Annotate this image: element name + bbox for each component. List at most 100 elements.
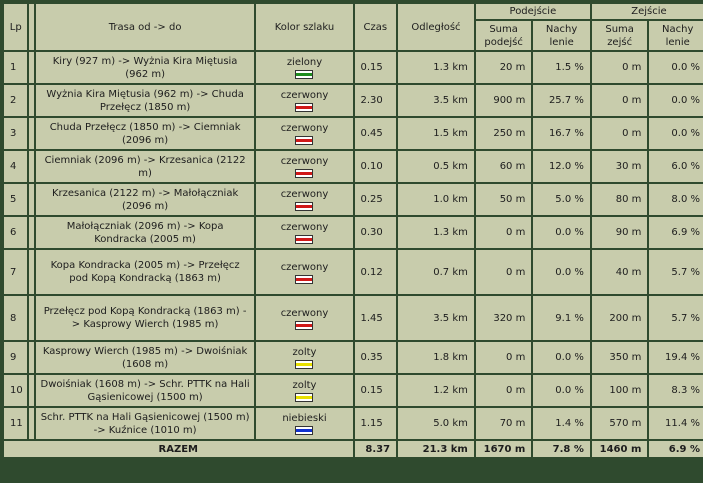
distance-cell: 1.5 km [398, 118, 474, 149]
ascent-cell: 0 m [475, 217, 532, 248]
descent-slope-cell: 0.0 % [649, 52, 703, 83]
trail-color-cell: czerwony [256, 296, 353, 340]
row-divider [29, 375, 34, 406]
route-cell: Kiry (927 m) -> Wyżnia Kira Miętusia (96… [35, 52, 255, 83]
ascent-cell: 0 m [475, 342, 532, 373]
ascent-slope-cell: 16.7 % [533, 118, 590, 149]
descent-cell: 0 m [591, 52, 648, 83]
ascent-cell: 20 m [475, 52, 532, 83]
trail-color-label: czerwony [280, 156, 329, 167]
distance-cell: 0.5 km [398, 151, 474, 182]
trail-color-label: zolty [292, 347, 317, 358]
header-time: Czas [354, 4, 397, 50]
time-cell: 0.25 [354, 184, 397, 215]
header-sum-descent: Suma zejść [591, 21, 648, 50]
trail-marker-icon [295, 426, 314, 435]
ascent-slope-cell: 9.1 % [533, 296, 590, 340]
ascent-cell: 50 m [475, 184, 532, 215]
descent-slope-cell: 8.0 % [649, 184, 703, 215]
route-table: Lp Trasa od -> do Kolor szlaku Czas Odle… [2, 2, 703, 459]
table-row: 11 Schr. PTTK na Hali Gąsienicowej (1500 … [4, 408, 703, 439]
trail-marker-icon [295, 393, 314, 402]
header-descent: Zejście [591, 4, 703, 19]
total-ascent: 1670 m [475, 441, 532, 457]
distance-cell: 5.0 km [398, 408, 474, 439]
header-route: Trasa od -> do [35, 4, 255, 50]
ascent-cell: 60 m [475, 151, 532, 182]
header-lp: Lp [4, 4, 28, 50]
header-descent-slope: Nachy lenie [649, 21, 703, 50]
distance-cell: 3.5 km [398, 296, 474, 340]
table-row: 9 Kasprowy Wierch (1985 m) -> Dwoiśniak (… [4, 342, 703, 373]
descent-slope-cell: 0.0 % [649, 85, 703, 116]
row-divider [29, 184, 34, 215]
descent-cell: 40 m [591, 250, 648, 294]
route-cell: Krzesanica (2122 m) -> Małołączniak (209… [35, 184, 255, 215]
descent-cell: 0 m [591, 85, 648, 116]
descent-cell: 200 m [591, 296, 648, 340]
total-descent: 1460 m [591, 441, 648, 457]
trail-color-cell: czerwony [256, 151, 353, 182]
row-number: 7 [4, 250, 28, 294]
descent-slope-cell: 11.4 % [649, 408, 703, 439]
descent-slope-cell: 0.0 % [649, 118, 703, 149]
trail-marker-icon [295, 235, 314, 244]
trail-color-label: zolty [292, 380, 317, 391]
descent-slope-cell: 19.4 % [649, 342, 703, 373]
descent-cell: 80 m [591, 184, 648, 215]
row-number: 8 [4, 296, 28, 340]
trail-color-cell: czerwony [256, 85, 353, 116]
trail-color-cell: czerwony [256, 118, 353, 149]
distance-cell: 1.0 km [398, 184, 474, 215]
trail-marker-icon [295, 70, 314, 79]
distance-cell: 1.3 km [398, 52, 474, 83]
ascent-slope-cell: 0.0 % [533, 375, 590, 406]
trail-marker-icon [295, 202, 314, 211]
time-cell: 0.35 [354, 342, 397, 373]
trail-marker-icon [295, 103, 314, 112]
row-number: 10 [4, 375, 28, 406]
route-cell: Ciemniak (2096 m) -> Krzesanica (2122 m) [35, 151, 255, 182]
ascent-slope-cell: 5.0 % [533, 184, 590, 215]
row-divider [29, 296, 34, 340]
table-row: 3 Chuda Przełęcz (1850 m) -> Ciemniak (20… [4, 118, 703, 149]
row-divider [29, 151, 34, 182]
row-number: 9 [4, 342, 28, 373]
time-cell: 1.15 [354, 408, 397, 439]
row-number: 2 [4, 85, 28, 116]
ascent-slope-cell: 1.4 % [533, 408, 590, 439]
ascent-slope-cell: 0.0 % [533, 342, 590, 373]
total-distance: 21.3 km [398, 441, 474, 457]
route-cell: Dwoiśniak (1608 m) -> Schr. PTTK na Hali… [35, 375, 255, 406]
distance-cell: 3.5 km [398, 85, 474, 116]
trail-color-label: czerwony [280, 307, 329, 319]
ascent-cell: 0 m [475, 250, 532, 294]
route-cell: Kopa Kondracka (2005 m) -> Przełęcz pod … [35, 250, 255, 294]
descent-cell: 570 m [591, 408, 648, 439]
trail-color-cell: zielony [256, 52, 353, 83]
row-number: 1 [4, 52, 28, 83]
row-number: 5 [4, 184, 28, 215]
header-color: Kolor szlaku [256, 4, 353, 50]
trail-color-cell: czerwony [256, 184, 353, 215]
table-row: 6 Małołączniak (2096 m) -> Kopa Kondracka… [4, 217, 703, 248]
table-row: 10 Dwoiśniak (1608 m) -> Schr. PTTK na Ha… [4, 375, 703, 406]
row-divider [29, 85, 34, 116]
row-number: 6 [4, 217, 28, 248]
trail-color-cell: czerwony [256, 217, 353, 248]
total-row: RAZEM 8.37 21.3 km 1670 m 7.8 % 1460 m 6… [4, 441, 703, 457]
distance-cell: 1.8 km [398, 342, 474, 373]
total-label: RAZEM [4, 441, 353, 457]
total-ascent-slope: 7.8 % [533, 441, 590, 457]
ascent-slope-cell: 1.5 % [533, 52, 590, 83]
time-cell: 2.30 [354, 85, 397, 116]
route-rows: 1 Kiry (927 m) -> Wyżnia Kira Miętusia (9… [4, 52, 703, 439]
distance-cell: 0.7 km [398, 250, 474, 294]
trail-marker-icon [295, 136, 314, 145]
trail-color-label: czerwony [280, 261, 329, 273]
time-cell: 0.30 [354, 217, 397, 248]
table-row: 2 Wyżnia Kira Miętusia (962 m) -> Chuda P… [4, 85, 703, 116]
row-divider [29, 217, 34, 248]
trail-color-label: zielony [286, 57, 323, 68]
ascent-slope-cell: 0.0 % [533, 217, 590, 248]
